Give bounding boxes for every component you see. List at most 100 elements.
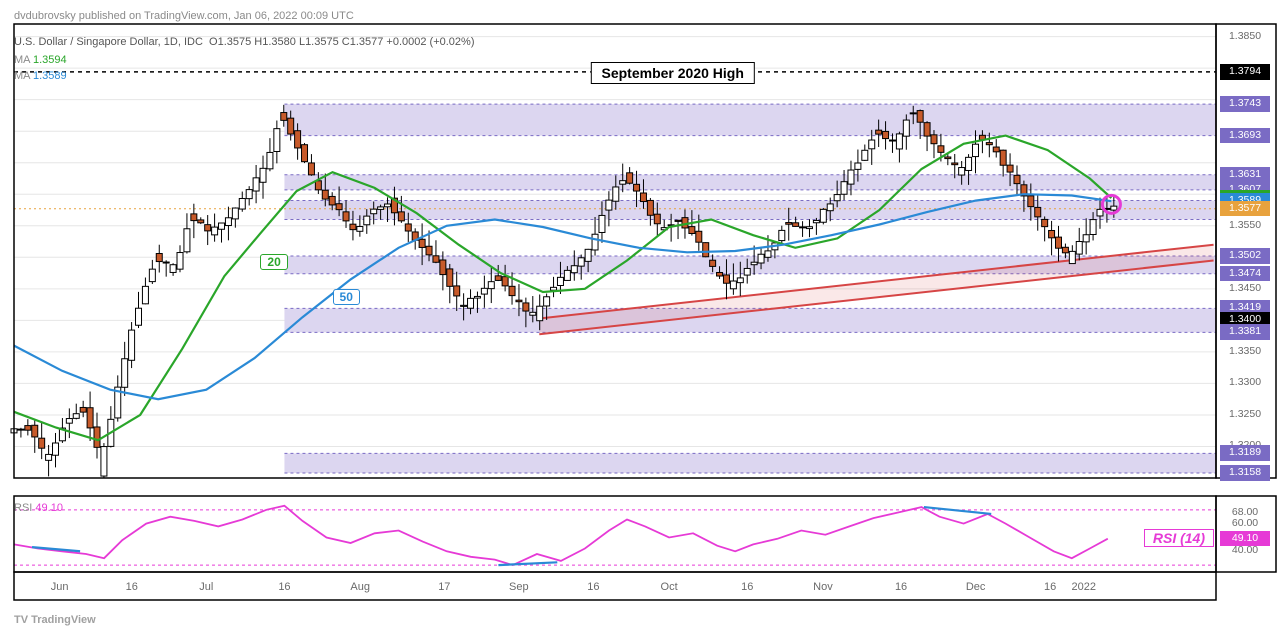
candlestick: [398, 212, 404, 221]
x-axis-label: 16: [587, 581, 599, 593]
candlestick: [1069, 251, 1075, 263]
zone-band: [284, 201, 1216, 220]
candlestick: [1076, 242, 1082, 255]
candlestick: [18, 429, 24, 430]
candlestick: [557, 277, 563, 285]
candlestick: [876, 130, 882, 134]
candlestick: [703, 243, 709, 257]
candlestick: [129, 330, 135, 360]
candlestick: [765, 251, 771, 257]
candlestick: [288, 118, 294, 134]
candlestick: [1097, 209, 1103, 216]
candlestick: [959, 168, 965, 175]
x-axis-label: 16: [741, 581, 753, 593]
candlestick: [156, 254, 162, 262]
candlestick: [1090, 220, 1096, 235]
annotation-sep-2020-high: September 2020 High: [590, 62, 754, 84]
candlestick: [461, 305, 467, 306]
candlestick: [447, 269, 453, 286]
candlestick: [101, 447, 107, 477]
candlestick: [46, 454, 52, 460]
candlestick: [537, 306, 543, 320]
symbol-name: U.S. Dollar / Singapore Dollar, 1D, IDC: [14, 36, 203, 48]
candlestick: [820, 209, 826, 222]
candlestick: [723, 275, 729, 283]
candlestick: [405, 224, 411, 231]
candlestick: [468, 298, 474, 308]
candlestick: [239, 199, 245, 210]
candlestick: [834, 195, 840, 201]
candlestick: [523, 303, 529, 311]
candlestick: [606, 200, 612, 210]
candlestick: [952, 163, 958, 165]
candlestick: [1049, 230, 1055, 237]
candlestick: [841, 182, 847, 195]
candlestick: [267, 152, 273, 168]
candlestick: [246, 190, 252, 199]
candlestick: [717, 272, 723, 276]
candlestick: [924, 123, 930, 136]
price-axis-tag: 1.3577: [1220, 201, 1270, 217]
candlestick: [502, 277, 508, 286]
candlestick: [184, 229, 190, 252]
candlestick: [585, 249, 591, 261]
candlestick: [260, 168, 266, 182]
price-axis-tag: 1.3743: [1220, 96, 1270, 112]
candlestick: [232, 208, 238, 219]
candlestick: [1042, 219, 1048, 226]
candlestick: [329, 196, 335, 205]
ma20-header: MA 1.3594: [14, 54, 67, 66]
candlestick: [862, 150, 868, 160]
rsi-badge: RSI (14): [1144, 529, 1214, 547]
candlestick: [945, 157, 951, 159]
candlestick: [571, 266, 577, 273]
candlestick: [730, 281, 736, 289]
candlestick: [433, 256, 439, 263]
candlestick: [640, 193, 646, 202]
ma20-badge: 20: [260, 254, 287, 270]
candlestick: [350, 224, 356, 229]
candlestick: [474, 296, 480, 298]
candlestick: [142, 286, 148, 303]
rsi-axis-tag: 60.00: [1220, 516, 1270, 532]
price-axis-tag: 1.3850: [1220, 29, 1270, 45]
candlestick: [308, 163, 314, 175]
candlestick: [751, 262, 757, 264]
candlestick: [903, 120, 909, 136]
candlestick: [551, 287, 557, 290]
candlestick: [972, 144, 978, 156]
candlestick: [516, 300, 522, 302]
candlestick: [800, 227, 806, 228]
tradingview-watermark: TV TradingView: [14, 614, 96, 626]
candlestick: [758, 254, 764, 263]
candlestick: [993, 147, 999, 152]
candlestick: [1062, 247, 1068, 253]
candlestick: [530, 312, 536, 315]
candlestick: [66, 419, 72, 424]
x-axis-label: Jul: [199, 581, 213, 593]
candlestick: [343, 212, 349, 221]
candlestick: [1111, 206, 1117, 210]
publisher-text: dvdubrovsky published on TradingView.com…: [14, 10, 354, 22]
zone-band: [284, 104, 1216, 136]
x-axis-label: Jun: [51, 581, 69, 593]
candlestick: [786, 223, 792, 225]
candlestick: [481, 288, 487, 294]
candlestick: [1000, 150, 1006, 165]
x-axis-label: Aug: [350, 581, 370, 593]
price-axis-tag: 1.3693: [1220, 128, 1270, 144]
price-axis-tag: 1.3502: [1220, 248, 1270, 264]
candlestick: [357, 227, 363, 232]
candlestick: [855, 163, 861, 169]
candlestick: [793, 223, 799, 227]
x-axis-label: 16: [1044, 581, 1056, 593]
candlestick: [813, 220, 819, 222]
candlestick: [225, 218, 231, 226]
rsi-line: [14, 506, 1108, 565]
price-axis-tag: 1.3158: [1220, 465, 1270, 481]
candlestick: [578, 258, 584, 266]
candlestick: [1083, 235, 1089, 242]
candlestick: [80, 407, 86, 412]
x-axis-label: Oct: [661, 581, 678, 593]
price-axis-tag: 1.3450: [1220, 281, 1270, 297]
